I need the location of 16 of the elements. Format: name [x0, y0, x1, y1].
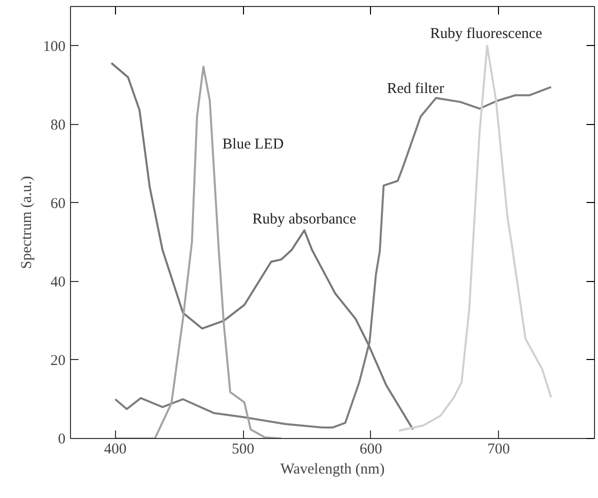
x-tick-label: 700	[487, 442, 510, 458]
x-tick-label: 500	[232, 442, 254, 458]
series-label: Red filter	[387, 81, 444, 98]
y-tick-label: 40	[50, 274, 66, 290]
x-axis-title: Wavelength (nm)	[280, 462, 385, 478]
series-label: Ruby fluorescence	[430, 26, 543, 42]
x-tick-label: 600	[360, 442, 382, 458]
y-tick-label: 60	[50, 196, 66, 212]
y-axis-title: Spectrum (a.u.)	[19, 176, 35, 269]
y-tick-label: 20	[50, 352, 66, 369]
series-label: Blue LED	[222, 136, 284, 153]
y-tick-label: 100	[43, 38, 66, 55]
y-tick-label: 80	[50, 117, 66, 134]
x-tick-label: 400	[104, 442, 126, 458]
series-label: Ruby absorbance	[252, 211, 356, 228]
y-tick-label: 0	[58, 432, 66, 448]
